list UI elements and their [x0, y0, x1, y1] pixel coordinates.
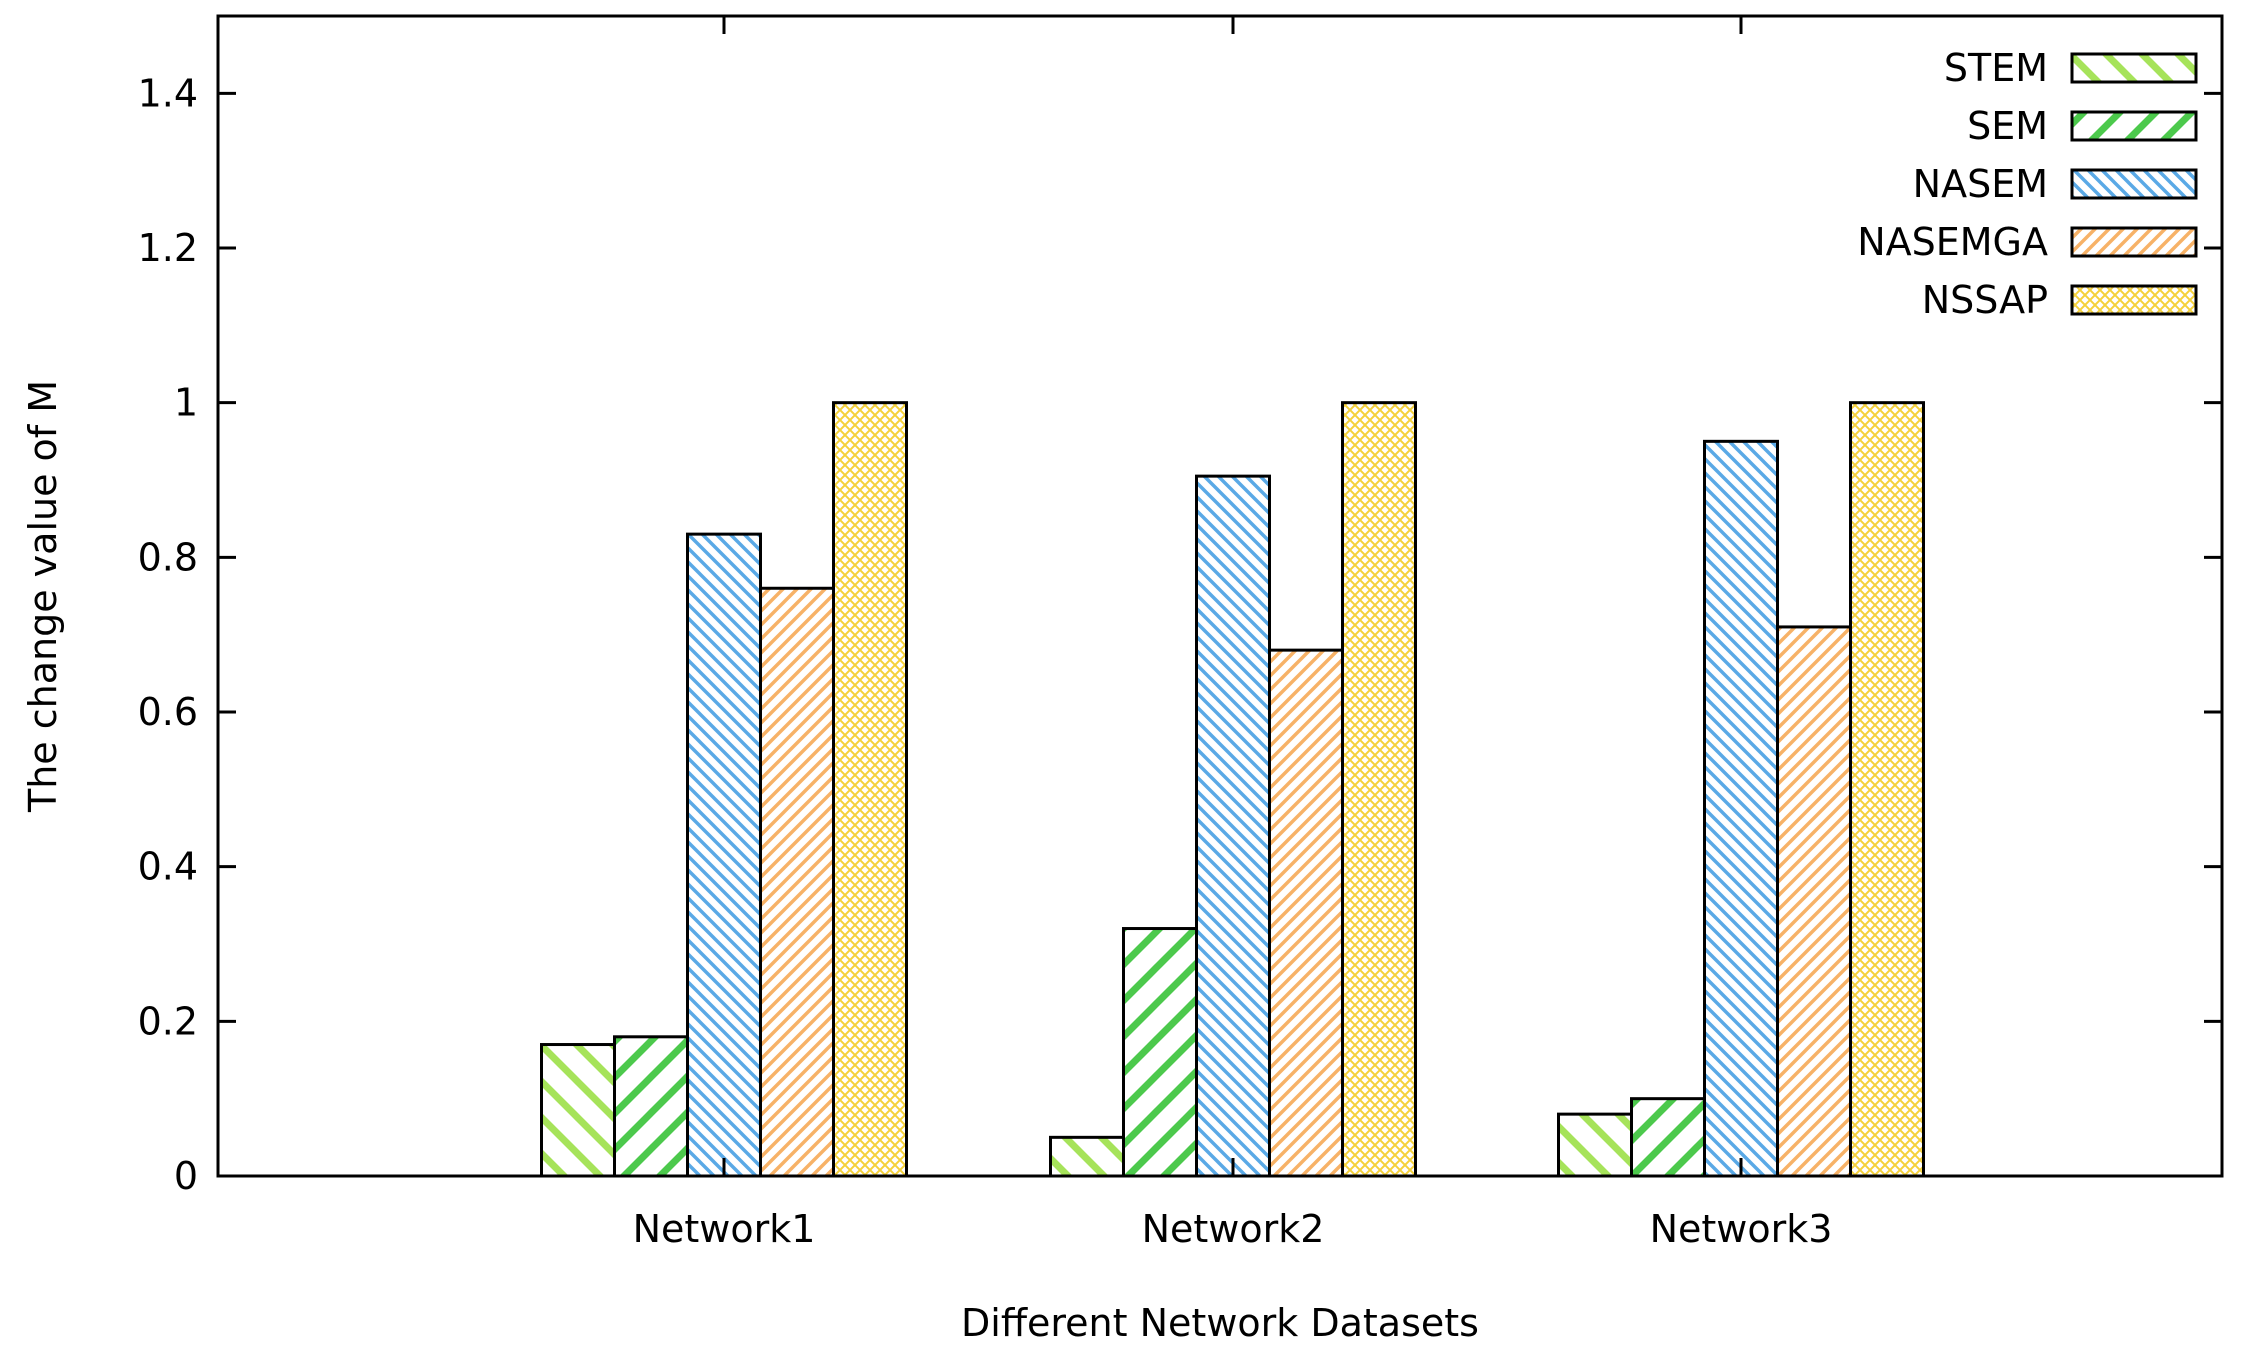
bar-nssap-network3: [1849, 401, 1925, 1178]
bar-nssap-network1: [832, 401, 908, 1178]
bar-stem-network2: [1049, 1135, 1125, 1178]
y-tick-label: 1: [174, 381, 198, 425]
y-tick-label: 0.2: [138, 999, 198, 1043]
bar-nasemga-network3: [1776, 625, 1852, 1178]
bar-stem-network3: [1557, 1112, 1633, 1178]
bar-sem-network2: [1122, 927, 1198, 1178]
bars-layer: [540, 401, 1925, 1178]
bar-nasemga-network2: [1268, 648, 1344, 1178]
legend-swatch: [2070, 284, 2198, 316]
y-axis-label: The change value of M: [21, 380, 65, 813]
legend-swatch: [2070, 52, 2198, 84]
x-tick-label: Network1: [633, 1207, 816, 1251]
x-tick-label: Network2: [1142, 1207, 1325, 1251]
legend-label: NASEM: [1913, 162, 2048, 206]
plot-frame: [216, 14, 2224, 1178]
x-tick-label: Network3: [1650, 1207, 1833, 1251]
y-tick-label: 0.6: [138, 690, 198, 734]
legend-swatch: [2070, 226, 2198, 258]
bar-sem-network3: [1630, 1097, 1706, 1178]
legend-swatch: [2070, 168, 2198, 200]
y-tick-label: 0.4: [138, 845, 198, 889]
y-tick-label: 1.4: [138, 71, 198, 115]
legend-label: NASEMGA: [1857, 220, 2048, 264]
bar-nasem-network3: [1703, 439, 1779, 1178]
y-tick-label: 1.2: [138, 226, 198, 270]
legend: STEM SEM NASEM NASEMGA NSSAP: [1857, 46, 2198, 322]
legend-swatch: [2070, 110, 2198, 142]
bar-nasemga-network1: [759, 586, 835, 1178]
legend-label: STEM: [1944, 46, 2048, 90]
bar-sem-network1: [613, 1035, 689, 1178]
bar-nasem-network1: [686, 532, 762, 1178]
bar-stem-network1: [540, 1043, 616, 1178]
x-axis-label: Different Network Datasets: [961, 1301, 1479, 1345]
bar-nasem-network2: [1195, 474, 1271, 1178]
ticks-layer: 0 0.2 0.4 0.6 0.8 1 1.2 1.4 Network1 Network2 Netw…: [138, 16, 2222, 1251]
y-tick-label: 0: [174, 1154, 198, 1198]
y-tick-label: 0.8: [138, 535, 198, 579]
legend-label: NSSAP: [1922, 278, 2048, 322]
bar-nssap-network2: [1341, 401, 1417, 1178]
legend-label: SEM: [1967, 104, 2048, 148]
